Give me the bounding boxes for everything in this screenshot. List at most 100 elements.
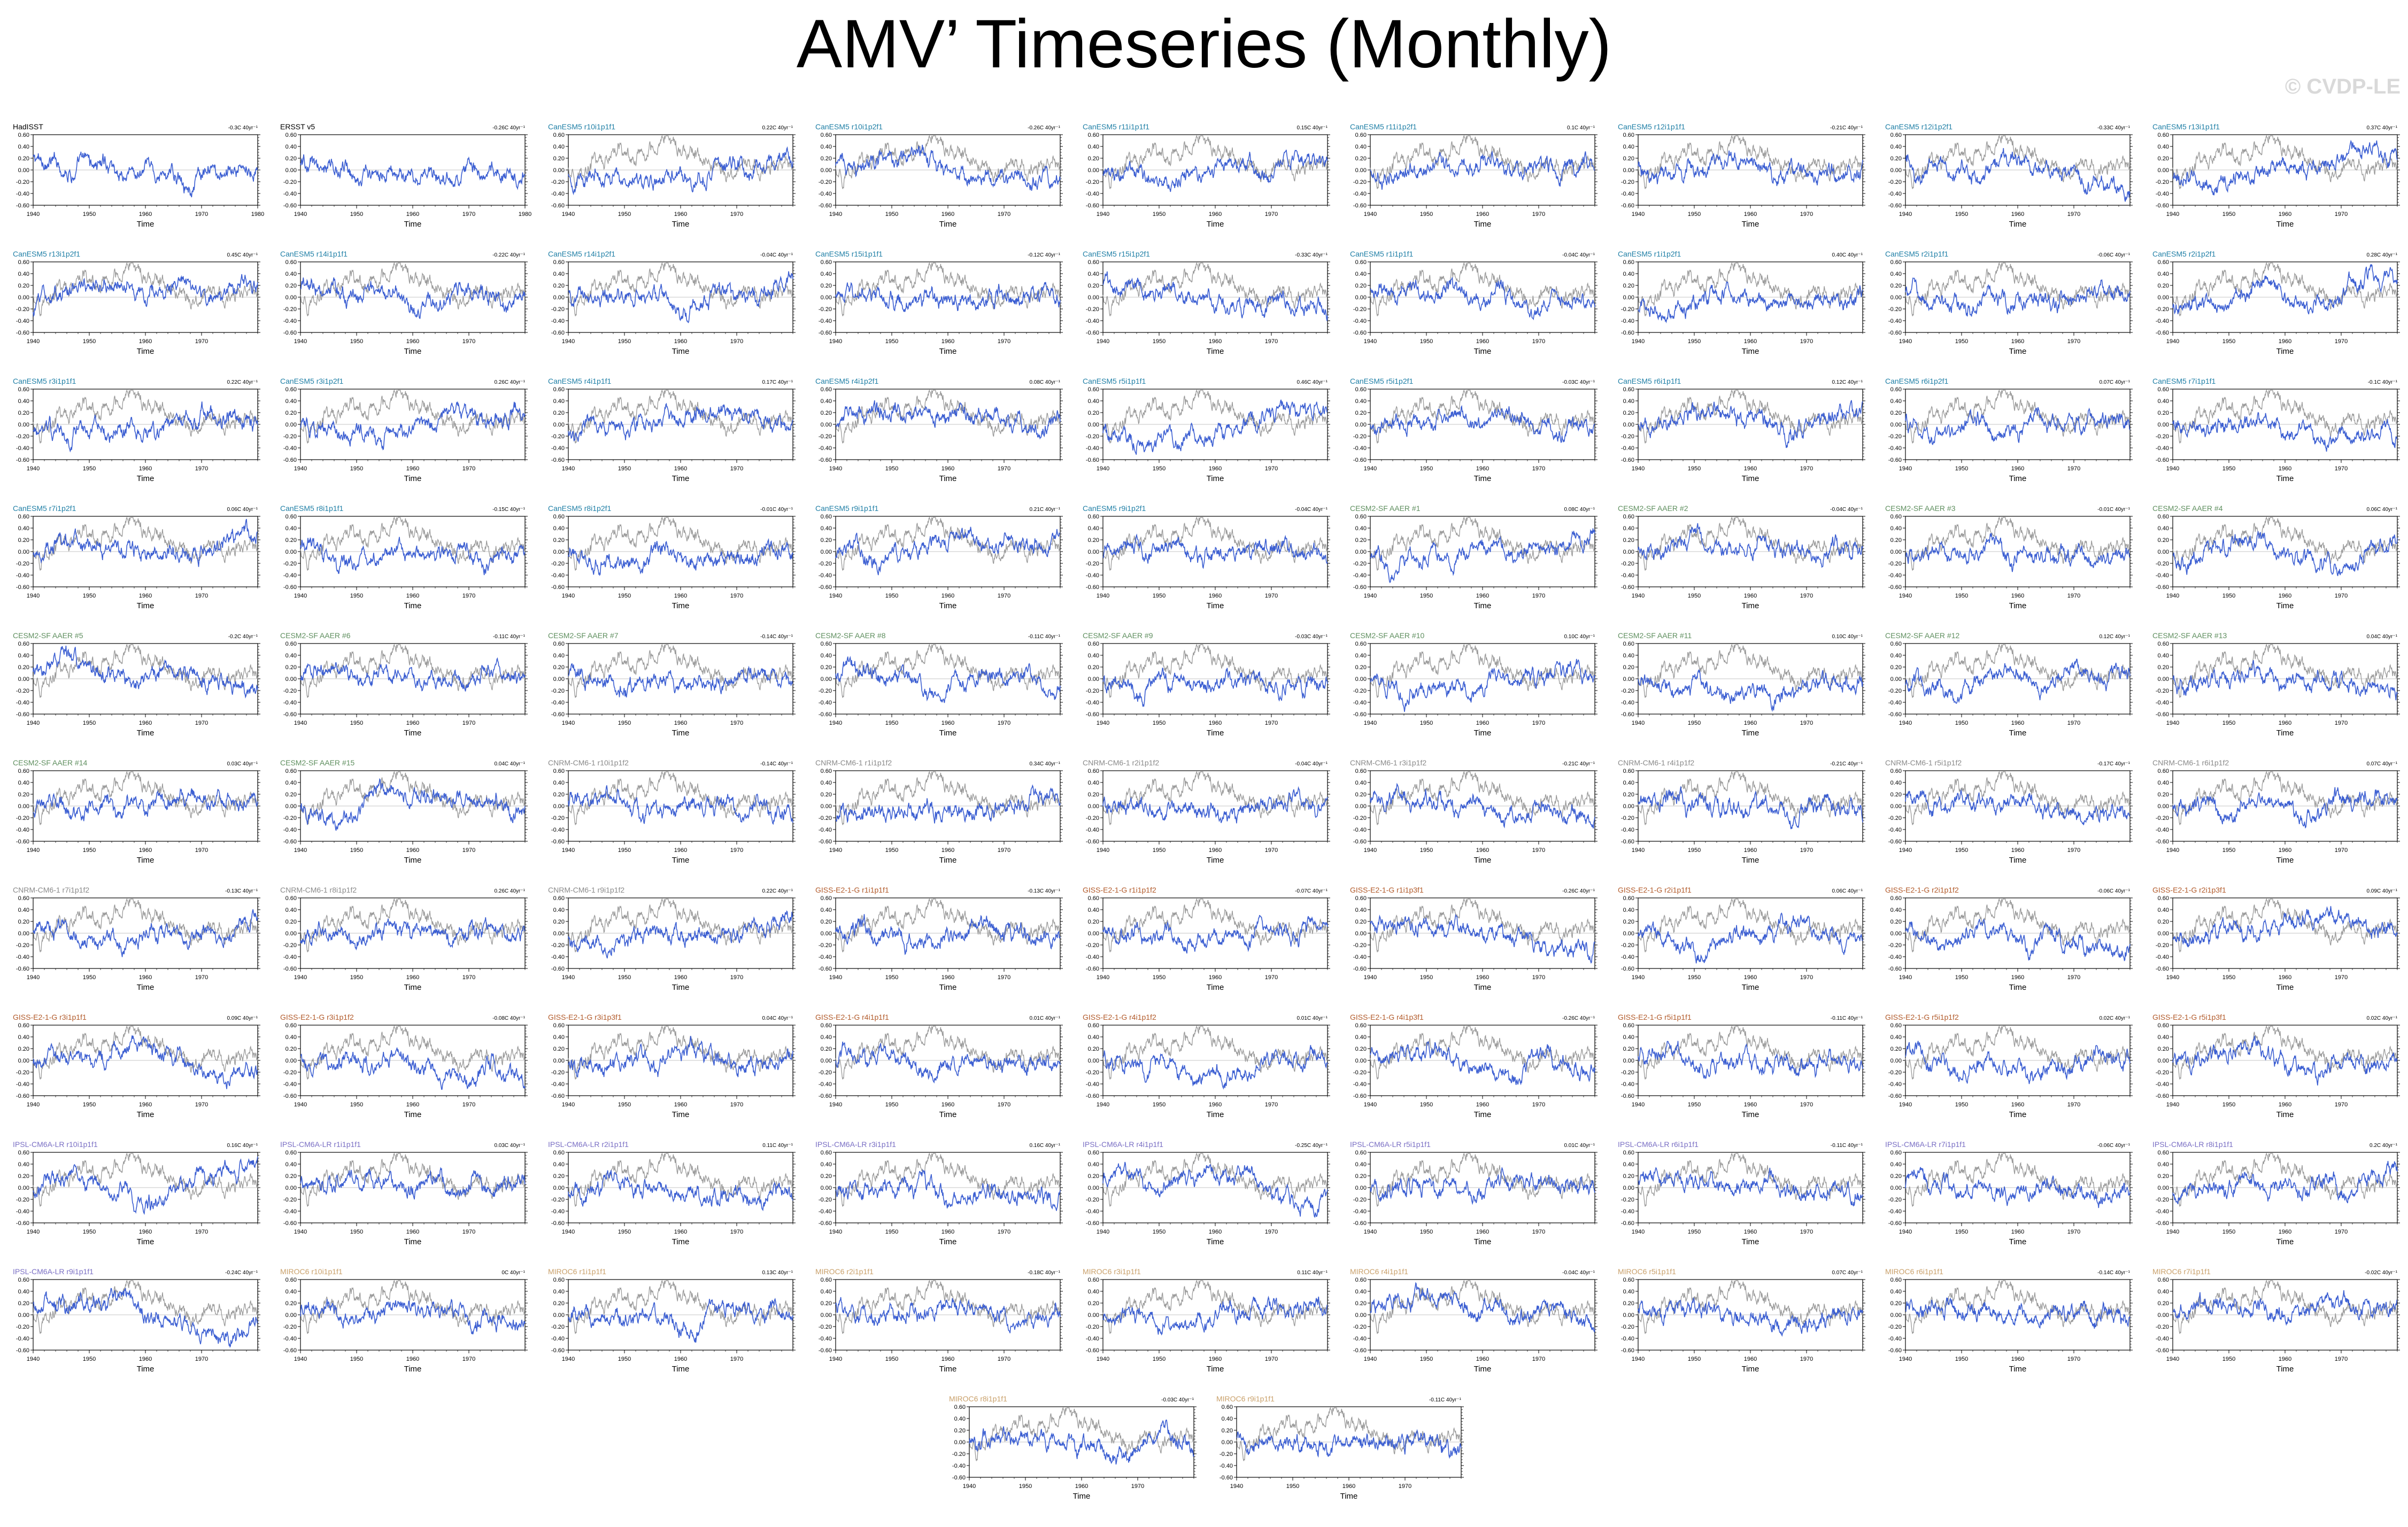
panel-trend: 0.12C 40yr⁻¹ (2099, 634, 2130, 640)
y-tick-label: -0.20 (2156, 306, 2169, 313)
chart-panel: CESM2-SF AAER #3 -0.01C 40yr⁻¹ 0.60 0.40 0.2… (1885, 504, 2133, 610)
obs-series-line (2172, 516, 2398, 571)
panel-title: CanESM5 r12i1p2f1 (1885, 122, 1952, 131)
y-tick-label: 0.60 (2158, 514, 2169, 520)
obs-series-line (1638, 262, 1863, 316)
panel-trend: -0.33C 40yr⁻¹ (1295, 252, 1328, 258)
x-tick-label: 1960 (1744, 593, 1757, 599)
y-tick-label: -0.40 (16, 318, 29, 324)
panel-trend: -0.26C 40yr⁻¹ (492, 125, 526, 131)
x-tick-label: 1940 (1899, 847, 1912, 854)
y-tick-label: 0.20 (18, 156, 29, 162)
panel-trend: 0.06C 40yr⁻¹ (2366, 507, 2397, 513)
y-tick-label: -0.60 (551, 839, 565, 845)
x-tick-label: 1940 (1097, 847, 1109, 854)
y-tick-label: -0.20 (1086, 561, 1099, 567)
y-tick-label: -0.40 (819, 445, 832, 452)
panel-title: CESM2-SF AAER #11 (1618, 631, 1692, 640)
model-series-line (33, 909, 258, 957)
x-tick-label: 1940 (562, 338, 575, 345)
x-tick-label: 1950 (350, 720, 363, 726)
panel-trend: -0.03C 40yr⁻¹ (1562, 379, 1595, 385)
y-tick-label: -0.20 (1888, 433, 1902, 440)
x-tick-label: 1960 (1209, 593, 1222, 599)
y-tick-label: -0.60 (1621, 457, 1634, 463)
chart-panel: CanESM5 r8i1p2f1 -0.01C 40yr⁻¹ 0.60 0.40 0.2… (548, 504, 796, 610)
x-tick-label: 1950 (83, 720, 96, 726)
y-tick-label: -0.60 (819, 457, 832, 463)
panel-trend: 0.08C 40yr⁻¹ (1564, 507, 1595, 513)
y-tick-label: 0.60 (1355, 768, 1367, 774)
y-tick-label: -0.60 (1353, 203, 1367, 209)
x-tick-label: 1970 (998, 593, 1010, 599)
obs-series-line (568, 262, 793, 316)
x-tick-label: 1940 (27, 847, 40, 854)
x-tick-label: 1940 (294, 338, 307, 345)
y-tick-label: 0.60 (1623, 386, 1634, 393)
y-tick-label: -0.40 (819, 954, 832, 960)
y-tick-label: 0.00 (821, 931, 832, 937)
y-tick-label: -0.20 (1621, 179, 1634, 185)
y-tick-label: -0.20 (1353, 815, 1367, 821)
obs-series-line (2172, 262, 2398, 316)
x-axis-label: Time (1742, 347, 1759, 356)
obs-series-line (1638, 516, 1863, 571)
y-tick-label: 0.20 (1623, 156, 1634, 162)
x-tick-label: 1960 (1209, 211, 1222, 218)
x-tick-label: 1940 (1632, 338, 1645, 345)
y-tick-label: -0.40 (1086, 700, 1099, 706)
model-series-line (568, 538, 793, 576)
panel-trend: -0.04C 40yr⁻¹ (1295, 507, 1328, 513)
x-tick-label: 1940 (1364, 466, 1377, 472)
model-series-line (1102, 271, 1328, 321)
y-tick-label: 0.20 (553, 792, 565, 798)
x-tick-label: 1940 (294, 593, 307, 599)
y-tick-label: 0.60 (285, 132, 297, 138)
obs-series-line (1370, 389, 1595, 444)
y-tick-label: -0.20 (283, 815, 297, 821)
y-tick-label: -0.60 (1086, 584, 1099, 591)
y-tick-label: 0.20 (1088, 919, 1099, 925)
x-tick-label: 1970 (730, 974, 743, 981)
y-tick-label: 0.40 (1088, 271, 1099, 277)
panel-trend: 0.1C 40yr⁻¹ (1567, 125, 1595, 131)
panel-title: ERSST v5 (280, 122, 315, 131)
x-tick-label: 1950 (1688, 338, 1701, 345)
x-tick-label: 1960 (139, 974, 152, 981)
panel-trend: 0.07C 40yr⁻¹ (2099, 379, 2130, 385)
obs-series-line (1905, 644, 2131, 698)
y-tick-label: 0.00 (821, 294, 832, 301)
panel-title: CanESM5 r6i1p2f1 (1885, 377, 1949, 385)
y-tick-label: -0.20 (1621, 815, 1634, 821)
model-series-line (1370, 913, 1595, 964)
y-tick-label: 0.60 (1355, 259, 1367, 266)
y-tick-label: 0.40 (18, 144, 29, 150)
y-tick-label: 0.60 (1088, 641, 1099, 647)
x-tick-label: 1970 (998, 720, 1010, 726)
model-series-line (1638, 400, 1863, 448)
x-axis-label: Time (2276, 347, 2294, 356)
chart-panel: CanESM5 r3i1p2f1 0.26C 40yr⁻¹ 0.60 0.40 0.20… (280, 377, 528, 483)
panel-title: CNRM-CM6-1 r3i1p1f2 (1350, 758, 1426, 767)
obs-series-line (2172, 644, 2398, 698)
y-tick-label: 0.00 (1623, 167, 1634, 174)
y-tick-label: 0.40 (285, 525, 297, 532)
y-tick-label: 0.00 (553, 676, 565, 683)
y-tick-label: 0.60 (821, 641, 832, 647)
chart-panel: CanESM5 r12i1p2f1 -0.33C 40yr⁻¹ 0.60 0.40 0.… (1885, 122, 2133, 229)
panel-trend: -0.03C 40yr⁻¹ (1295, 634, 1328, 640)
chart-panel: CanESM5 r4i1p1f1 0.17C 40yr⁻¹ 0.60 0.40 0.20… (548, 377, 796, 483)
y-tick-label: -0.20 (819, 306, 832, 313)
y-tick-label: 0.00 (821, 676, 832, 683)
x-axis-label: Time (1474, 347, 1492, 356)
y-tick-label: 0.40 (1623, 144, 1634, 150)
y-tick-label: 0.40 (2158, 271, 2169, 277)
x-axis-label: Time (939, 983, 957, 992)
chart-panel: CNRM-CM6-1 r2i1p1f2 -0.04C 40yr⁻¹ 0.60 0.40… (1083, 758, 1330, 865)
y-tick-label: 0.00 (1623, 803, 1634, 810)
x-axis-label: Time (137, 474, 155, 483)
x-tick-label: 1950 (1955, 720, 1968, 726)
x-tick-label: 1970 (1800, 338, 1813, 345)
y-tick-label: -0.40 (16, 572, 29, 579)
